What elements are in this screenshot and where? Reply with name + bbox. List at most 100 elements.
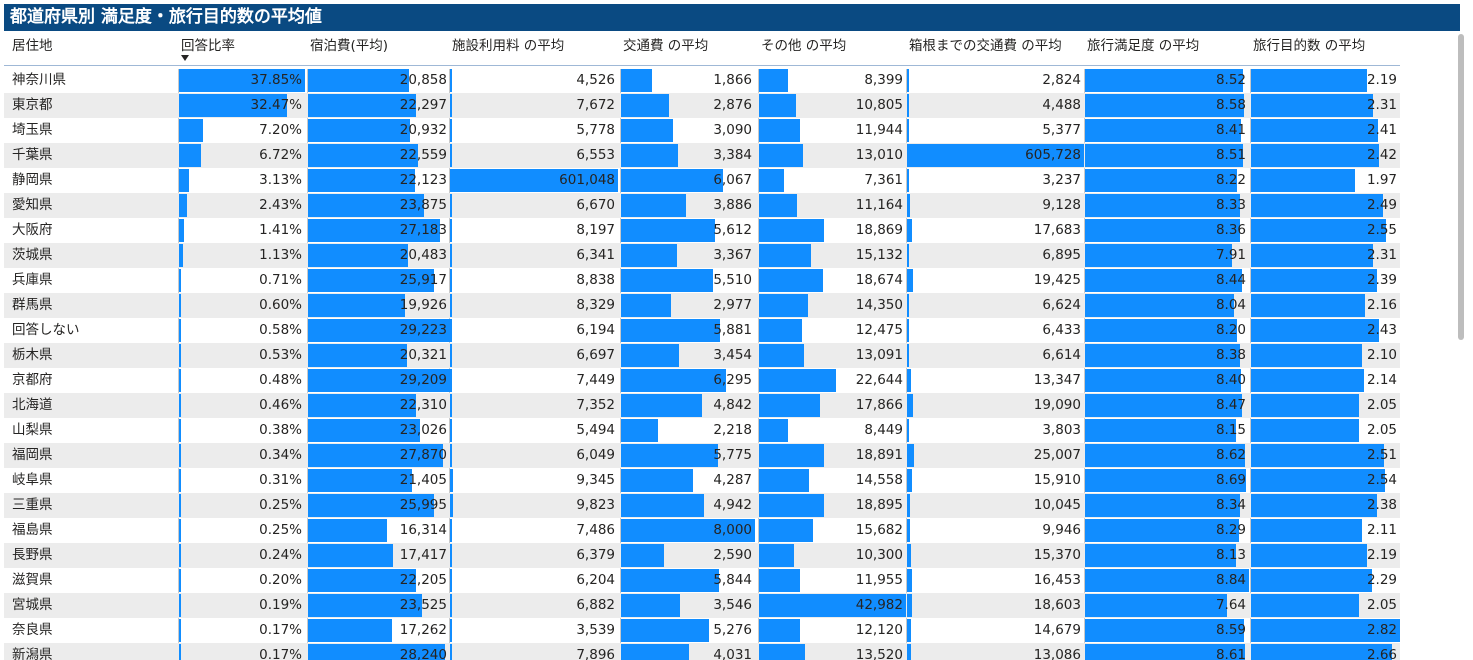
table-row[interactable]: 愛知県 2.43% 23,875 6,670 3,886 11,164 9,128 8.33 2… <box>4 193 1400 218</box>
table-row[interactable]: 新潟県 0.17% 28,240 7,896 4,031 13,520 13,086 8.61… <box>4 643 1400 660</box>
data-bar <box>450 469 453 492</box>
table-row[interactable]: 福島県 0.25% 16,314 7,486 8,000 15,682 9,946 8.29 2… <box>4 518 1400 543</box>
column-header-purposes[interactable]: 旅行目的数 の平均 <box>1253 38 1366 54</box>
data-bar <box>179 219 184 242</box>
table-row[interactable]: 滋賀県 0.20% 22,205 6,204 5,844 11,955 16,453 8.84… <box>4 568 1400 593</box>
cell-hakone: 4,488 <box>907 93 1084 118</box>
data-bar <box>1251 544 1367 567</box>
table-row[interactable]: 北海道 0.46% 22,310 7,352 4,842 17,866 19,090 8.47… <box>4 393 1400 418</box>
cell-value: 42,982 <box>855 597 903 613</box>
data-bar <box>308 519 388 542</box>
cell-value: 8.22 <box>1215 172 1246 188</box>
cell-satisfaction: 8.44 <box>1085 268 1249 293</box>
table-row[interactable]: 奈良県 0.17% 17,262 3,539 5,276 12,120 14,679 8.59… <box>4 618 1400 643</box>
table-row[interactable]: 福岡県 0.34% 27,870 6,049 5,775 18,891 25,007 8.62… <box>4 443 1400 468</box>
cell-facility: 6,670 <box>450 193 618 218</box>
data-bar <box>759 119 800 142</box>
table-row[interactable]: 静岡県 3.13% 22,123 601,048 6,067 7,361 3,237 8.22… <box>4 168 1400 193</box>
table-row[interactable]: 東京都 32.47% 22,297 7,672 2,876 10,805 4,488 8.58… <box>4 93 1400 118</box>
cell-value: 2.43 <box>1366 322 1397 338</box>
cell-value: 16,314 <box>399 522 447 538</box>
vertical-scrollbar[interactable] <box>1458 34 1464 340</box>
table-row[interactable]: 大阪府 1.41% 27,183 8,197 5,612 18,869 17,683 8.36… <box>4 218 1400 243</box>
cell-ratio: 0.60% <box>179 293 305 318</box>
column-header-facility[interactable]: 施設利用料 の平均 <box>452 38 565 54</box>
column-header-satisfaction[interactable]: 旅行満足度 の平均 <box>1087 38 1200 54</box>
cell-value: 25,917 <box>399 272 447 288</box>
table-row[interactable]: 宮城県 0.19% 23,525 6,882 3,546 42,982 18,603 7.64… <box>4 593 1400 618</box>
table-row[interactable]: 埼玉県 7.20% 20,932 5,778 3,090 11,944 5,377 8.41 2… <box>4 118 1400 143</box>
data-bar <box>621 519 755 542</box>
table-row[interactable]: 神奈川県 37.85% 20,858 4,526 1,866 8,399 2,824 8.52… <box>4 68 1400 93</box>
data-bar <box>907 144 1084 167</box>
cell-value: 0.31% <box>259 472 302 488</box>
region-name: 宮城県 <box>12 597 53 613</box>
data-bar <box>907 119 909 142</box>
cell-hakone: 15,910 <box>907 468 1084 493</box>
cell-region: 群馬県 <box>4 293 178 318</box>
table-row[interactable]: 京都府 0.48% 29,209 7,449 6,295 22,644 13,347 8.40… <box>4 368 1400 393</box>
data-bar <box>1085 594 1227 617</box>
cell-value: 8.41 <box>1215 122 1246 138</box>
column-header-hakone[interactable]: 箱根までの交通費 の平均 <box>909 38 1062 54</box>
cell-value: 3,539 <box>576 622 615 638</box>
cell-value: 7.64 <box>1215 597 1246 613</box>
column-header-region[interactable]: 居住地 <box>12 38 53 54</box>
cell-value: 22,559 <box>399 147 447 163</box>
cell-facility: 9,345 <box>450 468 618 493</box>
cell-transport: 2,876 <box>621 93 755 118</box>
cell-value: 0.19% <box>259 597 302 613</box>
table-row[interactable]: 山梨県 0.38% 23,026 5,494 2,218 8,449 3,803 8.15 2.… <box>4 418 1400 443</box>
column-header-ratio[interactable]: 回答比率 <box>181 38 235 54</box>
cell-region: 回答しない <box>4 318 178 343</box>
cell-value: 5,494 <box>576 422 615 438</box>
column-header-transport[interactable]: 交通費 の平均 <box>623 38 709 54</box>
table-row[interactable]: 茨城県 1.13% 20,483 6,341 3,367 15,132 6,895 7.91 2… <box>4 243 1400 268</box>
data-bar <box>907 269 913 292</box>
data-bar <box>907 194 910 217</box>
cell-value: 15,370 <box>1033 547 1081 563</box>
cell-ratio: 0.58% <box>179 318 305 343</box>
cell-ratio: 0.25% <box>179 493 305 518</box>
cell-value: 18,895 <box>855 497 903 513</box>
cell-value: 5,612 <box>713 222 752 238</box>
cell-value: 2.39 <box>1366 272 1397 288</box>
cell-value: 3,237 <box>1042 172 1081 188</box>
table-row[interactable]: 兵庫県 0.71% 25,917 8,838 5,510 18,674 19,425 8.44… <box>4 268 1400 293</box>
region-name: 福岡県 <box>12 447 53 463</box>
data-bar <box>179 619 181 642</box>
cell-facility: 6,049 <box>450 443 618 468</box>
cell-transport: 3,454 <box>621 343 755 368</box>
cell-other: 18,891 <box>759 443 906 468</box>
cell-value: 2.05 <box>1366 422 1397 438</box>
cell-value: 8.51 <box>1215 147 1246 163</box>
table-row[interactable]: 栃木県 0.53% 20,321 6,697 3,454 13,091 6,614 8.38 2… <box>4 343 1400 368</box>
cell-ratio: 6.72% <box>179 143 305 168</box>
cell-facility: 7,896 <box>450 643 618 660</box>
cell-value: 18,869 <box>855 222 903 238</box>
sort-descending-icon[interactable] <box>181 55 189 61</box>
table-row[interactable]: 長野県 0.24% 17,417 6,379 2,590 10,300 15,370 8.13… <box>4 543 1400 568</box>
cell-value: 17,866 <box>855 397 903 413</box>
table-row[interactable]: 岐阜県 0.31% 21,405 9,345 4,287 14,558 15,910 8.69… <box>4 468 1400 493</box>
cell-purposes: 2.38 <box>1251 493 1400 518</box>
data-bar <box>450 394 453 417</box>
column-header-other[interactable]: その他 の平均 <box>761 38 847 54</box>
cell-value: 6,882 <box>576 597 615 613</box>
data-bar <box>621 119 673 142</box>
table-row[interactable]: 三重県 0.25% 25,995 9,823 4,942 18,895 10,045 8.34… <box>4 493 1400 518</box>
region-name: 兵庫県 <box>12 272 53 288</box>
cell-value: 0.25% <box>259 522 302 538</box>
cell-value: 15,682 <box>855 522 903 538</box>
table-row[interactable]: 千葉県 6.72% 22,559 6,553 3,384 13,010 605,728 8.5… <box>4 143 1400 168</box>
cell-other: 13,091 <box>759 343 906 368</box>
cell-value: 5,778 <box>576 122 615 138</box>
table-row[interactable]: 群馬県 0.60% 19,926 8,329 2,977 14,350 6,624 8.04 2… <box>4 293 1400 318</box>
table-row[interactable]: 回答しない 0.58% 29,223 6,194 5,881 12,475 6,433 8.2… <box>4 318 1400 343</box>
cell-value: 5,844 <box>713 572 752 588</box>
column-header-lodging[interactable]: 宿泊費(平均) <box>310 38 389 54</box>
cell-value: 29,223 <box>399 322 447 338</box>
cell-purposes: 2.16 <box>1251 293 1400 318</box>
cell-lodging: 25,995 <box>308 493 450 518</box>
header-divider <box>4 65 1400 66</box>
